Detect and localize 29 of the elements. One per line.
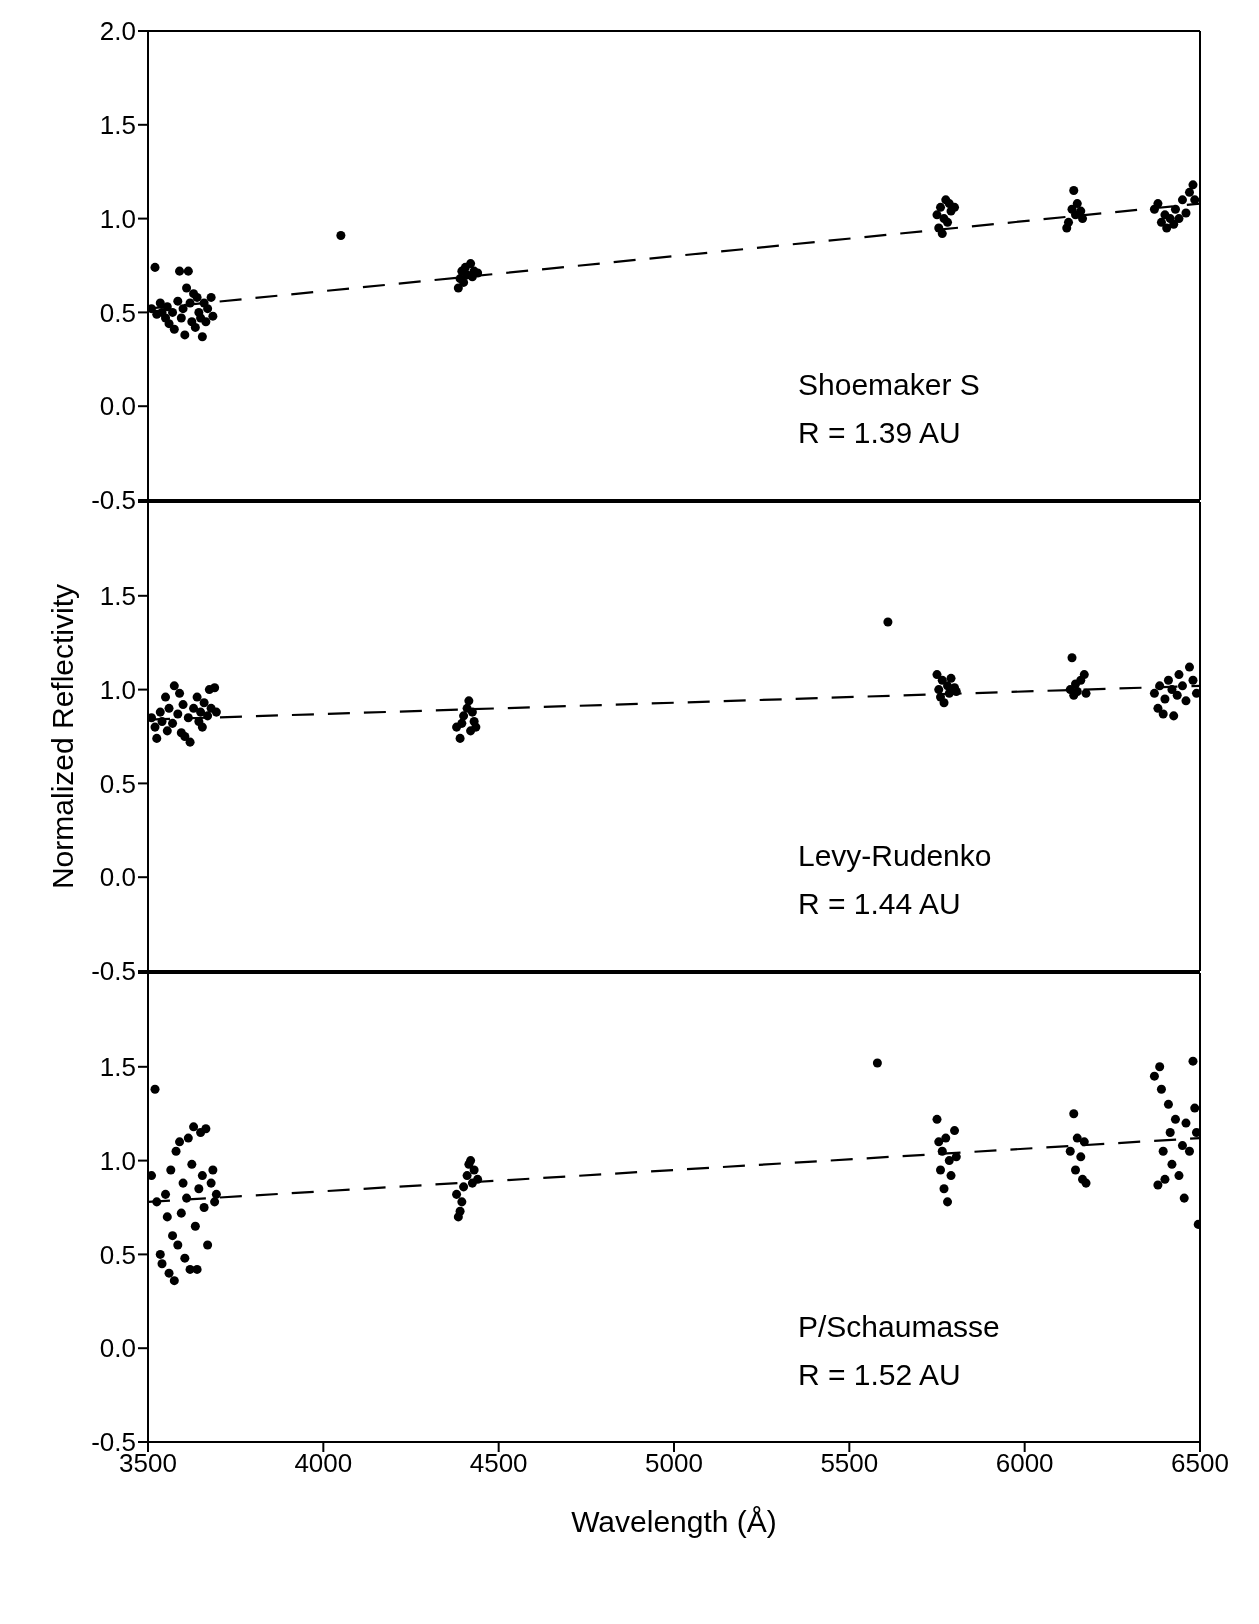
annotation: P/Schaumasse [798,1310,1000,1345]
annotation: Levy-Rudenko [798,839,992,874]
y-tick-label: 1.5 [99,581,136,612]
annotation: R = 1.44 AU [798,887,961,922]
x-tick-label: 4500 [469,1448,528,1479]
y-tick-label: 1.0 [99,1145,136,1176]
y-tick-label: 1.0 [99,203,136,234]
x-tick-label: 6000 [995,1448,1054,1479]
y-tick-label: 1.5 [99,110,136,141]
y-tick-label: 1.0 [99,674,136,705]
y-tick-label: -0.5 [91,956,136,987]
y-axis-title: Normalized Reflectivity [45,583,79,890]
annotation: Shoemaker S [798,368,980,403]
y-tick-label: 2.0 [99,16,136,47]
y-tick-label: 0.0 [99,862,136,893]
y-tick-label: -0.5 [91,485,136,516]
y-tick-label: 0.5 [99,768,136,799]
x-tick-label: 4000 [294,1448,353,1479]
x-tick-label: 5500 [820,1448,879,1479]
y-tick-label: 0.5 [99,1239,136,1270]
annotation: R = 1.39 AU [798,416,961,451]
y-tick-label: 0.0 [99,391,136,422]
annotation: R = 1.52 AU [798,1358,961,1393]
x-tick-label: 6500 [1171,1448,1229,1479]
y-tick-label: 0.0 [99,1333,136,1364]
x-tick-label: 5000 [645,1448,703,1479]
y-tick-label: 0.5 [99,297,136,328]
x-axis-title: Wavelength (Å) [571,1505,777,1538]
y-tick-label: 1.5 [99,1052,136,1083]
